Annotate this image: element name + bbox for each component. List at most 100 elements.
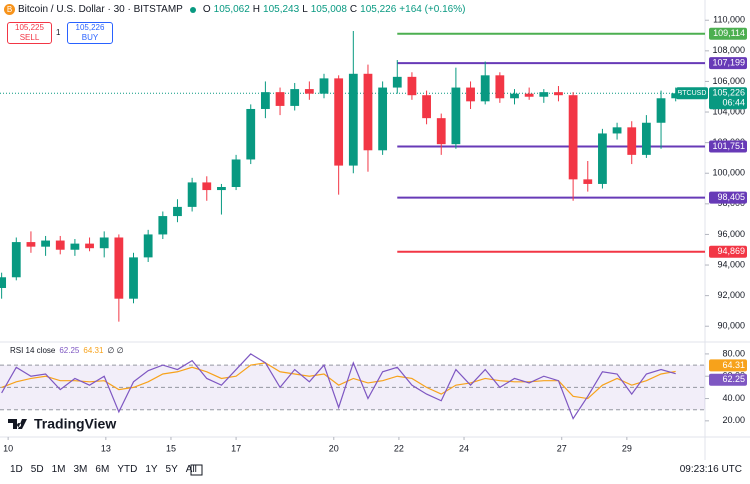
x-tick-label: 22 xyxy=(394,443,404,453)
candle-body xyxy=(143,234,153,258)
candle-body xyxy=(363,73,373,151)
candle-body xyxy=(173,206,182,217)
candle-body xyxy=(407,76,417,96)
status-dot xyxy=(189,6,196,13)
candle-body xyxy=(378,87,388,151)
candle-body xyxy=(0,277,7,288)
quantity[interactable]: 1 xyxy=(56,28,61,37)
candle-body xyxy=(41,240,50,247)
range-button[interactable]: 3M xyxy=(73,464,88,475)
ohlc-value: 105,062 xyxy=(213,4,250,15)
change: +164 (+0.16%) xyxy=(399,4,466,15)
rsi-header-item: 64.31 xyxy=(83,346,104,355)
rsi-header-item: ∅ ∅ xyxy=(107,346,123,355)
level-label-box xyxy=(709,27,747,40)
candle-body xyxy=(114,237,124,299)
x-tick-label: 10 xyxy=(3,443,13,453)
candle-body xyxy=(539,92,549,97)
rsi-line xyxy=(1,353,676,420)
x-tick-label: 13 xyxy=(101,443,111,453)
range-button[interactable]: 1M xyxy=(51,464,66,475)
candle-body xyxy=(480,75,490,102)
rsi-value-box xyxy=(709,373,747,386)
rsi-title: RSI 14 close 62.25 64.31 ∅ ∅ xyxy=(10,346,124,355)
logo: TradingView xyxy=(8,416,116,432)
x-tick-label: 24 xyxy=(459,443,469,453)
coin-icon: B xyxy=(4,4,15,15)
clock: 09:23:16 UTC xyxy=(679,464,742,475)
level-label: 109,114 xyxy=(713,28,745,38)
logo-text: TradingView xyxy=(34,416,116,432)
y-tick-label: 108,000 xyxy=(712,45,745,55)
rsi-header-item: 62.25 xyxy=(59,346,80,355)
range-button[interactable]: 5Y xyxy=(165,464,178,475)
ohlc-key: O xyxy=(202,4,211,15)
range-button[interactable]: YTD xyxy=(117,464,138,475)
y-tick-label: 94,000 xyxy=(717,259,745,269)
candle-body xyxy=(290,89,300,106)
toolbar: 1D 5D 1M 3M 6M YTD 1Y 5Y All xyxy=(10,464,197,475)
ohlc-key: L xyxy=(302,4,308,15)
x-tick-label: 20 xyxy=(329,443,339,453)
candle-body xyxy=(392,76,402,88)
ohlc-key: H xyxy=(252,4,261,15)
level-label-box xyxy=(709,57,747,70)
candle-body xyxy=(70,243,80,250)
candle-body xyxy=(598,133,607,184)
last-price-box xyxy=(709,87,747,110)
level-label: 94,869 xyxy=(717,246,745,256)
level-label-box xyxy=(709,191,747,204)
y-tick-label: 20.00 xyxy=(722,415,745,425)
rsi-value-label: 64.31 xyxy=(722,360,745,370)
candle-body xyxy=(202,182,212,191)
y-tick-label: 80.00 xyxy=(722,348,745,358)
calendar-icon[interactable] xyxy=(190,463,204,477)
candle-body xyxy=(656,98,666,123)
candle-body xyxy=(451,87,461,145)
candle-body xyxy=(436,118,446,145)
candle-body xyxy=(231,159,241,188)
y-tick-label: 40.00 xyxy=(722,393,745,403)
candle-body xyxy=(55,240,65,250)
x-tick-label: 15 xyxy=(166,443,176,453)
header: B Bitcoin / U.S. Dollar · 30 · BITSTAMP … xyxy=(4,4,465,15)
buy-price: 105,226 xyxy=(75,23,105,32)
y-tick-label: 92,000 xyxy=(717,290,745,300)
candle-body xyxy=(99,237,109,249)
buy-button[interactable]: 105,226 BUY xyxy=(67,22,113,44)
icon-shape xyxy=(190,464,203,476)
sell-label: SELL xyxy=(19,33,40,42)
candle-body xyxy=(671,93,681,99)
candle-body xyxy=(612,127,622,134)
last-price-label: 105,226 xyxy=(712,88,745,98)
candle-body xyxy=(524,93,534,97)
ohlc-value: 105,226 xyxy=(360,4,397,15)
rsi-header-item: RSI 14 close xyxy=(10,346,56,355)
range-button[interactable]: 5D xyxy=(30,464,44,475)
range-button[interactable]: 1Y xyxy=(145,464,158,475)
candle-body xyxy=(422,95,431,119)
range-button[interactable]: 6M xyxy=(95,464,110,475)
candle-body xyxy=(348,73,358,166)
range-button[interactable]: 1D xyxy=(10,464,23,475)
level-label: 98,405 xyxy=(717,192,745,202)
candle-body xyxy=(11,242,21,278)
level-label: 101,751 xyxy=(712,141,745,151)
candle-body xyxy=(85,243,94,249)
symbol-tag-box xyxy=(676,87,708,100)
countdown: 06:44 xyxy=(722,98,745,108)
candle-body xyxy=(217,187,226,191)
candle-body xyxy=(26,242,36,247)
ohlc-value: 105,008 xyxy=(310,4,347,15)
candle-body xyxy=(568,95,578,180)
level-label-box xyxy=(709,140,747,153)
candle-body xyxy=(304,89,314,94)
y-tick-label: 96,000 xyxy=(717,229,745,239)
y-tick-label: 106,000 xyxy=(712,76,745,86)
buy-label: BUY xyxy=(81,33,99,42)
level-label: 107,199 xyxy=(712,57,745,67)
candle-body xyxy=(641,122,651,155)
y-tick-label: 104,000 xyxy=(712,106,745,116)
sell-button[interactable]: 105,225 SELL xyxy=(7,22,52,44)
